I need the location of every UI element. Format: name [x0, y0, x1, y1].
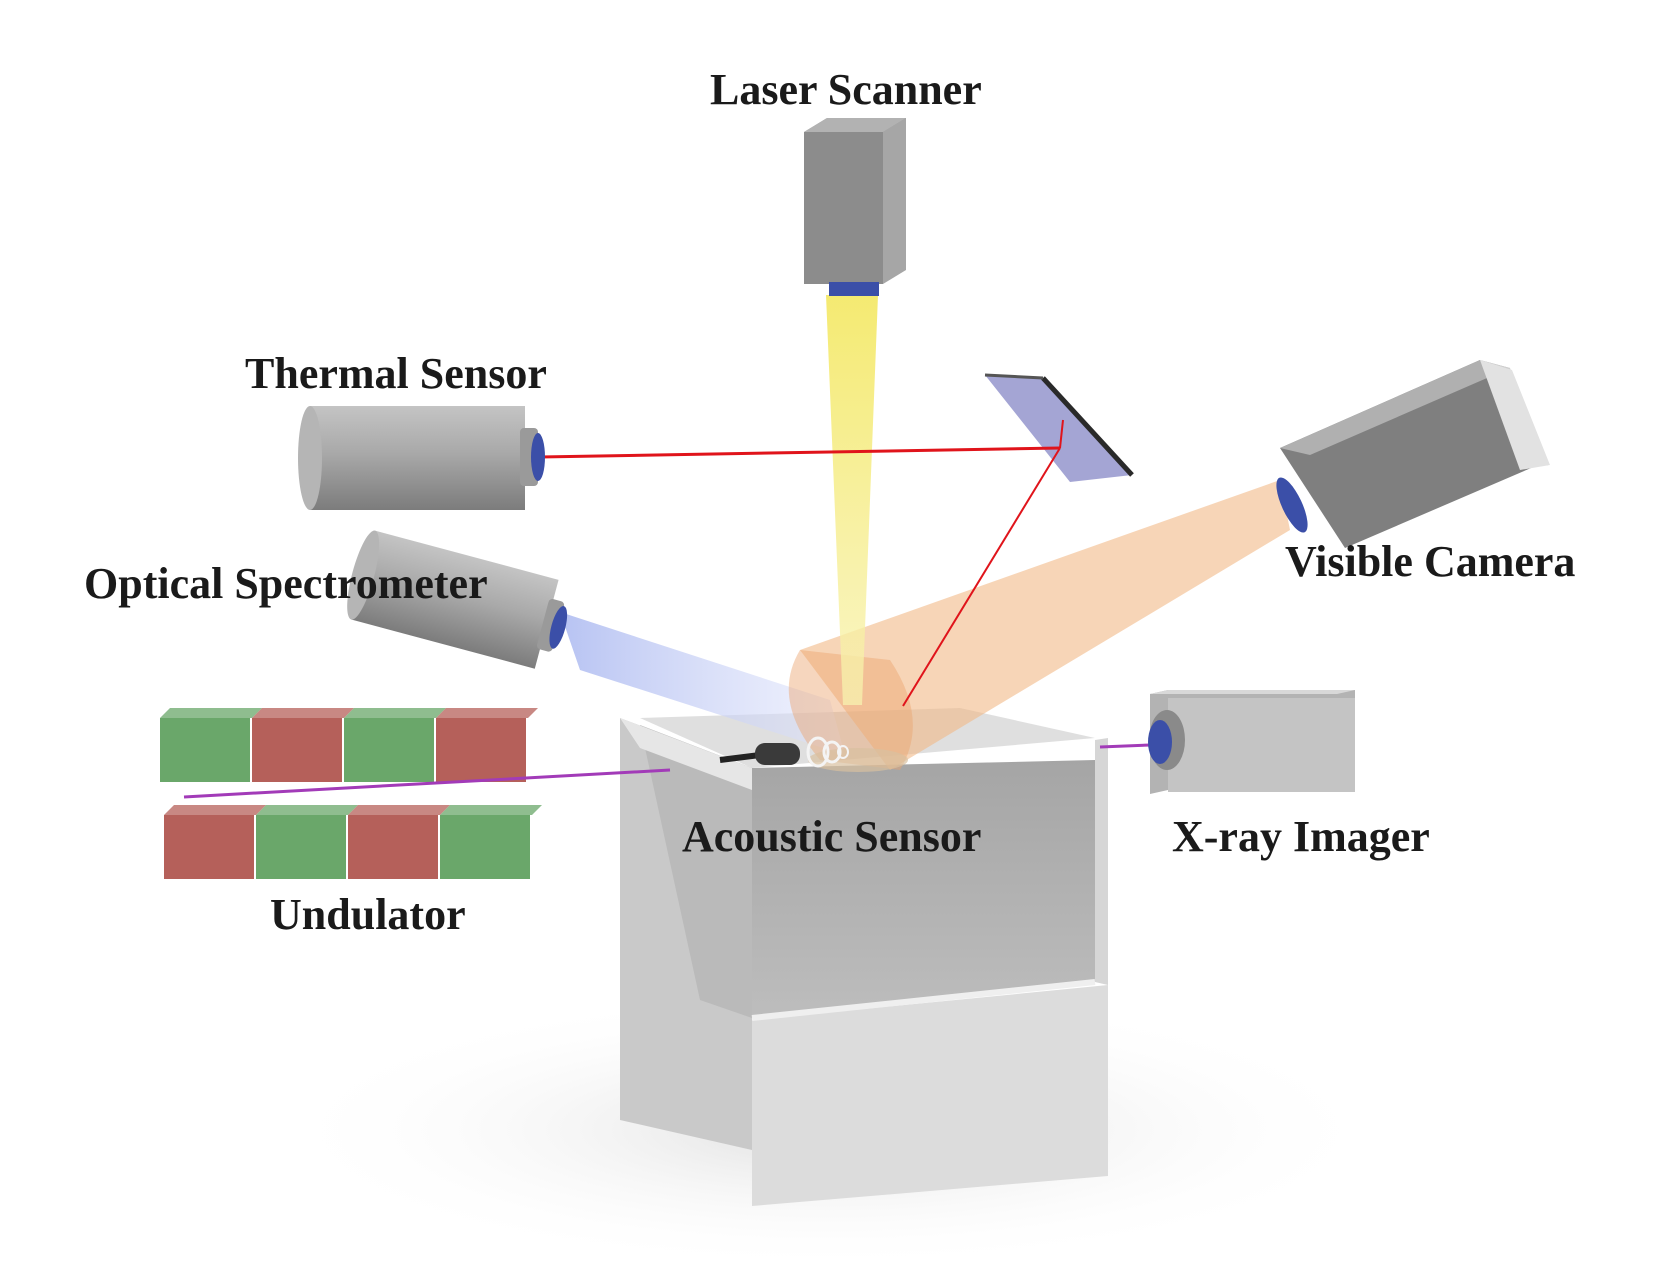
- xray-imager-device: [1148, 690, 1355, 794]
- undulator-magnet-red: [348, 815, 438, 879]
- label-visible-camera: Visible Camera: [1285, 537, 1576, 586]
- xray-beam-exit: [1099, 743, 1151, 749]
- thermal-beam: [539, 419, 1064, 707]
- label-laser-scanner: Laser Scanner: [710, 65, 982, 114]
- undulator-magnet-green: [160, 718, 250, 782]
- undulator-magnet-green: [256, 815, 346, 879]
- undulator-magnet-top: [160, 708, 262, 718]
- thermal-sensor-lens: [531, 433, 545, 481]
- visible-camera-lens: [1276, 477, 1308, 533]
- undulator-magnet-green: [440, 815, 530, 879]
- undulator-magnet-top: [436, 708, 538, 718]
- undulator-magnet-red: [164, 815, 254, 879]
- build-chamber: [620, 708, 1108, 1206]
- undulator-magnet-top: [256, 805, 358, 815]
- label-acoustic-sensor: Acoustic Sensor: [682, 812, 982, 861]
- laser-scanner-lens: [829, 282, 879, 296]
- laser-scanner-device: [804, 118, 906, 296]
- visible-camera-device: [1276, 360, 1550, 548]
- undulator-magnet-top: [252, 708, 354, 718]
- camera-cone-base: [788, 650, 913, 770]
- galvo-mirror: [984, 373, 1134, 482]
- undulator-magnet-top: [164, 805, 266, 815]
- xray-imager-lens: [1148, 720, 1172, 764]
- undulator-magnet-red: [436, 718, 526, 782]
- undulator-magnet-top: [440, 805, 542, 815]
- optical-spectrometer-device: [347, 530, 568, 669]
- spectrometer-lens: [549, 606, 568, 649]
- camera-view-cone: [800, 480, 1290, 770]
- label-undulator: Undulator: [270, 890, 466, 939]
- undulator-magnet-green: [344, 718, 434, 782]
- label-thermal-sensor: Thermal Sensor: [245, 349, 547, 398]
- label-optical-spectrometer: Optical Spectrometer: [84, 559, 488, 608]
- laser-beam: [826, 295, 878, 705]
- undulator: [160, 708, 542, 879]
- acoustic-sensor: [719, 736, 849, 768]
- melt-pool: [808, 748, 908, 772]
- undulator-magnet-red: [252, 718, 342, 782]
- undulator-magnet-top: [344, 708, 446, 718]
- thermal-sensor-device: [298, 406, 545, 510]
- xray-beam: [183, 768, 671, 799]
- label-xray-imager: X-ray Imager: [1172, 812, 1430, 861]
- undulator-magnet-top: [348, 805, 450, 815]
- spectrometer-view-cone: [560, 612, 845, 755]
